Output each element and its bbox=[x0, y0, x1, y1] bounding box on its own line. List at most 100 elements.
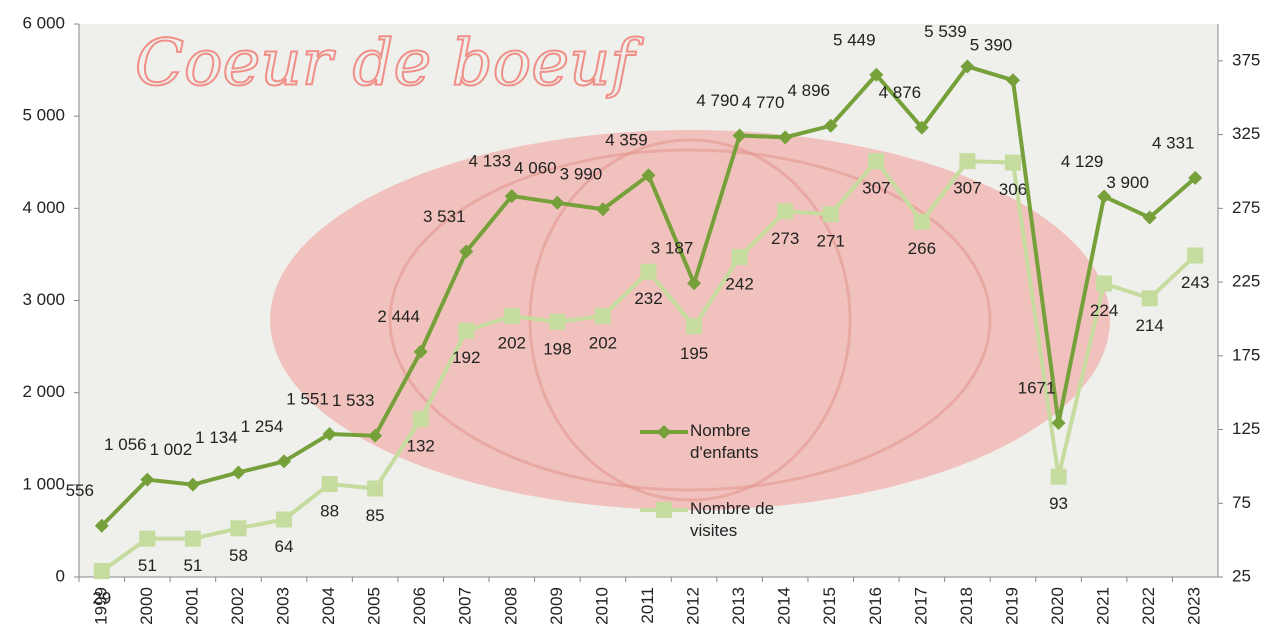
point bbox=[549, 313, 566, 330]
data-label: 243 bbox=[1181, 273, 1209, 292]
point bbox=[914, 120, 929, 135]
x-tick-label: 2010 bbox=[592, 587, 611, 625]
x-tick-label: 2016 bbox=[866, 587, 885, 625]
point bbox=[185, 477, 200, 492]
x-tick-label: 2005 bbox=[365, 587, 384, 625]
annotation: Coeur de boeuf bbox=[135, 27, 644, 101]
y-tick-label: 3 000 bbox=[22, 290, 65, 309]
data-label: 4 770 bbox=[742, 93, 785, 112]
y2-tick-label: 25 bbox=[1232, 566, 1251, 585]
point bbox=[913, 213, 930, 230]
x-tick-label: 2020 bbox=[1048, 587, 1067, 625]
x-tick-label: 2011 bbox=[638, 587, 657, 624]
data-label: 58 bbox=[229, 546, 248, 565]
data-label: 93 bbox=[1049, 494, 1068, 513]
x-tick-label: 2006 bbox=[410, 587, 429, 625]
data-label: 224 bbox=[1090, 301, 1118, 320]
data-label: 4 359 bbox=[605, 131, 648, 150]
data-label: 64 bbox=[275, 537, 294, 556]
data-label: 202 bbox=[589, 333, 617, 352]
point bbox=[1096, 275, 1113, 292]
y-tick-label: 5 000 bbox=[22, 106, 65, 125]
point bbox=[504, 189, 519, 204]
data-label: 4 876 bbox=[879, 83, 922, 102]
x-tick-label: 2015 bbox=[820, 587, 839, 625]
y2-tick-label: 325 bbox=[1232, 124, 1260, 143]
data-label: 88 bbox=[320, 502, 339, 521]
data-label: 5 449 bbox=[833, 30, 876, 49]
data-label: 3 187 bbox=[651, 239, 694, 258]
point bbox=[1051, 415, 1066, 430]
point bbox=[413, 344, 428, 359]
y-tick-label: 6 000 bbox=[22, 13, 65, 32]
point bbox=[687, 276, 702, 291]
data-label: 266 bbox=[908, 239, 936, 258]
point bbox=[594, 307, 611, 324]
point bbox=[1050, 468, 1067, 485]
point bbox=[367, 480, 384, 497]
data-label: 232 bbox=[634, 289, 662, 308]
data-label: 556 bbox=[66, 481, 94, 500]
data-label: 198 bbox=[543, 339, 571, 358]
point bbox=[640, 263, 657, 280]
x-tick-label: 2019 bbox=[1002, 587, 1021, 625]
x-tick-label: 2014 bbox=[775, 587, 794, 625]
data-label: 1 551 bbox=[286, 390, 329, 409]
data-label: 1 254 bbox=[241, 417, 284, 436]
point bbox=[686, 318, 703, 335]
x-tick-label: 2002 bbox=[228, 587, 247, 625]
point bbox=[94, 518, 109, 533]
point bbox=[1004, 154, 1021, 171]
point bbox=[1187, 247, 1204, 264]
x-tick-label: 2022 bbox=[1139, 587, 1158, 625]
legend-marker bbox=[656, 502, 672, 518]
point bbox=[731, 248, 748, 265]
point bbox=[595, 202, 610, 217]
data-label: 202 bbox=[498, 333, 526, 352]
data-label: 1 134 bbox=[195, 428, 238, 447]
data-label: 5 539 bbox=[924, 22, 967, 41]
data-label: 3 990 bbox=[560, 165, 603, 184]
data-label: 192 bbox=[452, 348, 480, 367]
data-label: 51 bbox=[183, 556, 202, 575]
data-label: 5 390 bbox=[970, 36, 1013, 55]
data-label: 271 bbox=[817, 232, 845, 251]
point bbox=[550, 195, 565, 210]
point bbox=[1005, 73, 1020, 88]
data-label: 4 896 bbox=[787, 81, 830, 100]
point bbox=[321, 476, 338, 493]
point bbox=[139, 530, 156, 547]
point bbox=[93, 563, 110, 580]
legend-marker bbox=[657, 425, 671, 439]
x-tick-label: 2018 bbox=[957, 587, 976, 625]
point bbox=[140, 472, 155, 487]
x-tick-label: 2000 bbox=[137, 587, 156, 625]
data-label: 273 bbox=[771, 229, 799, 248]
point bbox=[869, 67, 884, 82]
x-tick-label: 2012 bbox=[684, 587, 703, 625]
point bbox=[231, 465, 246, 480]
data-label: 4 129 bbox=[1061, 152, 1104, 171]
point bbox=[503, 307, 520, 324]
y2-tick-label: 175 bbox=[1232, 345, 1260, 364]
data-label: 4 133 bbox=[469, 152, 512, 171]
data-label: 3 531 bbox=[423, 207, 466, 226]
data-label: 307 bbox=[862, 179, 890, 198]
x-tick-label: 2004 bbox=[319, 587, 338, 625]
point bbox=[277, 454, 292, 469]
x-tick-label: 2003 bbox=[274, 587, 293, 625]
data-label: 1 533 bbox=[332, 391, 375, 410]
point bbox=[868, 153, 885, 170]
x-tick-label: 2008 bbox=[501, 587, 520, 625]
y2-tick-label: 125 bbox=[1232, 419, 1260, 438]
y-tick-label: 0 bbox=[56, 566, 65, 585]
point bbox=[230, 520, 247, 537]
legend-entry: Nombre de visites bbox=[690, 499, 775, 540]
point bbox=[641, 168, 656, 183]
data-label: 242 bbox=[725, 274, 753, 293]
data-label: 132 bbox=[407, 437, 435, 456]
point bbox=[322, 427, 337, 442]
point bbox=[1097, 189, 1112, 204]
